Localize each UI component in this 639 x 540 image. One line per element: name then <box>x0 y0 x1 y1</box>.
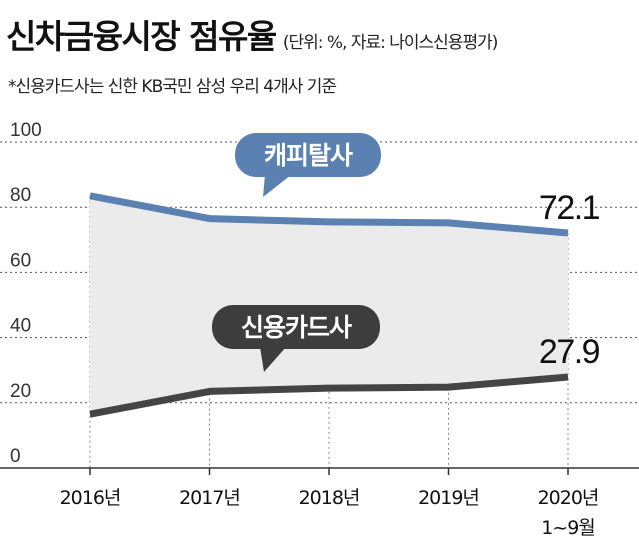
legend-label-0: 캐피탈사 <box>264 141 353 170</box>
y-tick-0: 0 <box>10 446 21 467</box>
end-label-1: 27.9 <box>539 333 600 371</box>
x-tick-2-line-0: 2018년 <box>299 487 360 509</box>
line-layer <box>89 192 569 418</box>
x-tick-3-line-0: 2019년 <box>418 487 479 509</box>
x-tick-4-line-1: 1~9월 <box>541 517 595 539</box>
title-row: 신차금융시장 점유율 (단위: %, 자료: 나이스신용평가) <box>6 10 499 58</box>
y-tick-40: 40 <box>10 316 31 337</box>
y-tick-20: 20 <box>10 381 31 402</box>
chart-title: 신차금융시장 점유율 <box>6 17 277 56</box>
x-tick-4: 2020년 1~9월 <box>538 487 599 539</box>
x-tick-3: 2019년 <box>418 487 479 509</box>
x-tick-2: 2018년 <box>299 487 360 509</box>
x-tick-0: 2016년 <box>60 487 121 509</box>
y-tick-80: 80 <box>10 185 31 206</box>
bubble-body-0 <box>235 133 381 177</box>
x-tick-4-line-0: 2020년 <box>538 487 599 509</box>
series-bubble-1: 신용카드사 <box>212 305 380 372</box>
series-bubble-0: 캐피탈사 <box>235 133 381 197</box>
x-tick-1-line-0: 2017년 <box>179 487 240 509</box>
end-label-0: 72.1 <box>539 189 600 227</box>
bubble-body-1 <box>212 305 380 349</box>
x-tick-1: 2017년 <box>179 487 240 509</box>
y-tick-100: 100 <box>10 120 42 141</box>
x-tick-0-line-0: 2016년 <box>60 487 121 509</box>
bubble-tail-1 <box>260 347 286 372</box>
legend-label-1: 신용카드사 <box>241 313 352 342</box>
bubble-tail-0 <box>263 175 291 197</box>
footnote: *신용카드사는 신한 KB국민 삼성 우리 4개사 기준 <box>8 77 337 97</box>
unit-source: (단위: %, 자료: 나이스신용평가) <box>282 33 499 53</box>
y-tick-60: 60 <box>10 250 31 271</box>
tick-layer: 100 80 60 40 20 0 2016년 2017년 2018년 2019년 2020년 1~9… <box>0 120 639 539</box>
